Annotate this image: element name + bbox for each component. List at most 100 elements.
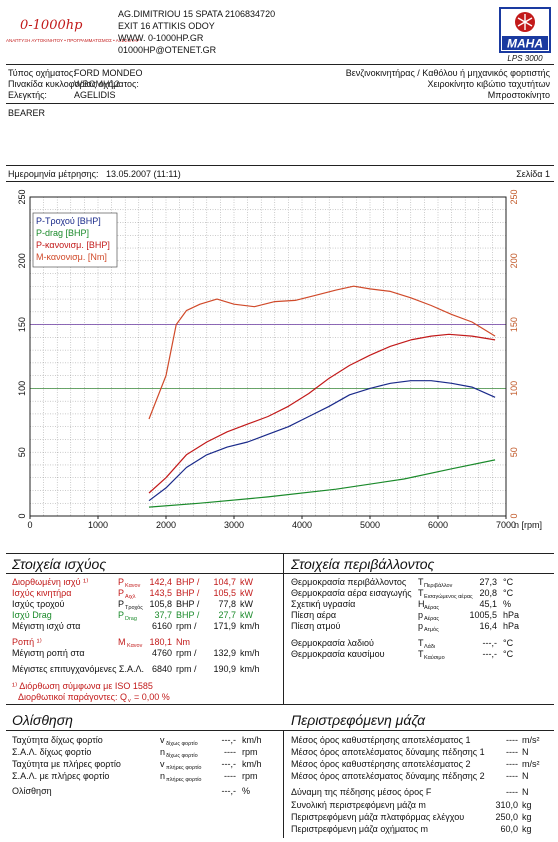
footnote-correction-sub: v (128, 698, 131, 704)
max-torque-label: Μέγιστη ροπή στα (12, 648, 85, 658)
env-row-symbol: T (418, 649, 424, 659)
x-axis-label: n [rpm] (514, 520, 542, 530)
x-tick-label: 3000 (224, 520, 244, 530)
address-line: AG.DIMITRIOU 15 SPATA 2106834720 (118, 9, 276, 19)
mass-row-label: Περιστρεφόμενη μάζα οχήματος m (291, 824, 429, 834)
y-left-tick-label: 50 (17, 447, 27, 457)
maha-model: LPS 3000 (507, 54, 543, 63)
company-logo: 0-1000hp ΑΝΑΠΤΥΞΗ ΑΥΤΟΚΙΝΗΤΟΥ • ΠΡΟΓΡΑΜΜ… (6, 14, 139, 50)
y-left-tick-label: 0 (17, 513, 27, 518)
env-row-symbol-sub: Καύσιμο (424, 655, 445, 661)
legend-box (32, 212, 118, 268)
env-row-label: Θερμοκρασία λαδιού (291, 638, 374, 648)
power-row-unit1: BHP / (176, 599, 200, 609)
y-right-tick-label: 250 (509, 189, 519, 204)
legend-entry-torque_norm: M-κανονισμ. [Nm] (36, 252, 107, 262)
maha-brand: MAHA (507, 37, 543, 51)
mass-row-label: Μέσος όρος καθυστέρησης αποτελέσματος 2 (291, 759, 471, 769)
env-row-symbol: p (418, 610, 424, 620)
env-row-label: Σχετική υγρασία (291, 599, 356, 609)
env-row-value: 16,4 (479, 621, 497, 631)
divider (6, 103, 554, 104)
mass-row-value: ---- (506, 759, 518, 769)
x-tick-label: 0 (27, 520, 32, 530)
max-torque-speed: 132,9 (213, 648, 236, 658)
slip-row-symbol: n (160, 747, 166, 757)
max-rpm: 6840 (151, 664, 172, 674)
torque-label: Ροπή ¹⁾ (12, 637, 42, 647)
measurement-date-label: Ημερομηνία μέτρησης: (8, 169, 99, 179)
plate-value: WBOMH12 (74, 79, 120, 89)
mass-row-value: 310,0 (495, 800, 518, 810)
power-row-unit1: BHP / (176, 588, 200, 598)
power-row-label: Ισχύς κινητήρα (12, 588, 72, 598)
env-row-unit: °C (503, 649, 514, 659)
env-row-label: Πίεση ατμού (291, 621, 341, 631)
y-left-tick-label: 250 (17, 189, 27, 204)
slip-row-unit: rpm (242, 771, 258, 781)
env-row-label: Θερμοκρασία περιβάλλοντος (291, 577, 407, 587)
y-right-tick-label: 200 (509, 253, 519, 268)
power-row-symbol-sub: Αιχλ (125, 594, 136, 600)
power-row-symbol-sub: Drag (125, 616, 137, 622)
env-row-symbol-sub: Εισαγώμενος αέρας (424, 594, 473, 600)
divider-vertical (283, 553, 284, 704)
slip-row-value: ---- (224, 771, 236, 781)
slip-row-unit: km/h (242, 759, 262, 769)
chart-legend: P-Τροχού [BHP] P-drag [BHP] P-κανονισμ. [B… (32, 212, 118, 268)
power-row-unit2: kW (240, 588, 253, 598)
y-left-tick-label: 100 (17, 381, 27, 396)
footnote-correction-value: = 0,00 % (134, 692, 170, 702)
power-row-symbol: P (118, 588, 125, 598)
mass-row-unit: kg (522, 800, 532, 810)
y-right-tick-label: 0 (509, 513, 519, 518)
drive-type: Μπροστοκίνητο (487, 90, 550, 100)
env-row-symbol-sub: Αέρας (424, 605, 440, 611)
power-row-value2: 77,8 (218, 599, 236, 609)
env-row-symbol: H (418, 599, 425, 609)
env-row-label: Πίεση αέρα (291, 610, 337, 620)
power-section-title: Στοιχεία ισχύος (12, 556, 107, 572)
chart-highlight-lines (30, 324, 506, 389)
mass-row-unit: m/s² (522, 735, 540, 745)
footnote-iso: ¹⁾ Διόρθωση σύμφωνα με ISO 1585 (12, 681, 153, 691)
y-left-tick-label: 200 (17, 253, 27, 268)
env-row-symbol-sub: Ατμός (424, 627, 439, 633)
torque-value: 180,1 (149, 637, 172, 647)
env-row-symbol-sub: Λάδι (424, 644, 436, 650)
page-number: Σελίδα 1 (516, 169, 550, 179)
series-line-power_norm (148, 333, 496, 494)
company-logo-tagline: ΑΝΑΠΤΥΞΗ ΑΥΤΟΚΙΝΗΤΟΥ • ΠΡΟΓΡΑΜΜΑΤΙΣΜΟΣ •… (6, 38, 140, 43)
power-row-value2: 27,7 (218, 610, 236, 620)
mass-row-unit: N (522, 771, 529, 781)
footnote-correction: Διορθωτικοί παράγοντες: Q (18, 692, 128, 702)
mass-row-unit: m/s² (522, 759, 540, 769)
x-tick-label: 1000 (88, 520, 108, 530)
mass-row-unit: kg (522, 812, 532, 822)
slip-row-unit: % (242, 786, 251, 796)
power-row-label: Μέγιστη ισχύ στα (12, 621, 81, 631)
x-tick-label: 5000 (360, 520, 380, 530)
power-row-value1: 37,7 (154, 610, 172, 620)
inspector-label: Ελεγκτής: (8, 90, 47, 100)
divider (6, 181, 554, 182)
slip-row-symbol-sub: δίχως φορτίο (166, 753, 198, 759)
slip-row-label: Σ.Α.Λ. με πλήρες φορτίο (12, 771, 110, 781)
env-row-symbol: p (418, 621, 424, 631)
mass-row-label: Δύναμη της πέδησης μέσος όρος F (291, 787, 432, 797)
power-row-value1: 142,4 (149, 577, 172, 587)
vehicle-type-label: Τύπος οχήματος: (8, 68, 76, 78)
slip-row-unit: km/h (242, 735, 262, 745)
slip-row-value: ---,- (221, 786, 237, 796)
power-row-label: Ισχύς τροχού (12, 599, 65, 609)
mass-row-value: 60,0 (500, 824, 518, 834)
env-row-unit: hPa (503, 610, 520, 620)
max-rpm-unit: rpm / (176, 664, 197, 674)
power-row-value2: 104,7 (213, 577, 236, 587)
mass-row-value: 250,0 (495, 812, 518, 822)
env-row-unit: °C (503, 577, 514, 587)
company-logo-name: 0-1000hp (20, 18, 83, 33)
max-rpm-label: Μέγιστες επιτυγχανόμενες Σ.Α.Λ. (12, 664, 144, 674)
y-right-tick-label: 50 (509, 447, 519, 457)
mass-row-value: ---- (506, 747, 518, 757)
